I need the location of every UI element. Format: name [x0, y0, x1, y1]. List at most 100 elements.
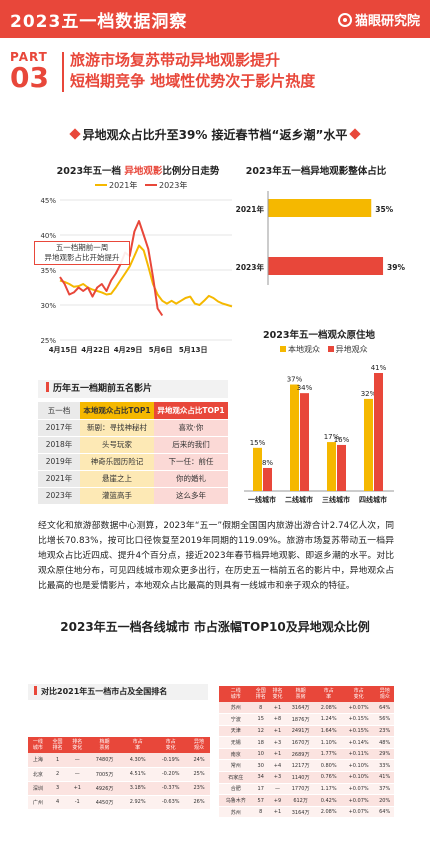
- table-cell: 0.80%: [315, 759, 342, 773]
- table-cell: 灌篮高手: [80, 487, 154, 505]
- tier2-city-table: 二线 城市 全国 排名 排名 变化 档期 票房 市占 率市占 变化 异地 观众 苏州 8 +1…: [219, 686, 394, 819]
- table-cell: 3164万: [285, 806, 316, 819]
- table-row: 乌鲁木齐 57 +9 612万 0.42% +0.07% 20%: [219, 794, 394, 807]
- table-cell: 下一任：前任: [154, 453, 228, 471]
- diamond-icon: [349, 128, 362, 140]
- table-cell: 喜欢·你: [154, 419, 228, 437]
- overall-bar-title: 2023年五一档异地观影整体占比: [245, 166, 387, 177]
- table-cell: 2019年: [38, 453, 80, 471]
- table-cell: 1140万: [285, 771, 316, 784]
- table-cell: 24%: [188, 753, 210, 768]
- table-header-row: 二线 城市 全国 排名 排名 变化 档期 票房 市占 率市占 变化 异地 观众: [219, 686, 394, 702]
- table-row: 石家庄 34 +3 1140万 0.76% +0.10% 41%: [219, 771, 394, 784]
- table-cell: 20%: [375, 794, 394, 807]
- category-label: 一线城市: [248, 495, 276, 504]
- table-cell: 苏州: [219, 702, 253, 715]
- table-cell: 4926万: [87, 781, 122, 796]
- body-paragraph: 经文化和旅游部数据中心测算，2023年“五一”假期全国国内旅游出游合计2.74亿…: [38, 521, 394, 591]
- table-cell: 64%: [375, 806, 394, 819]
- table-cell: -0.19%: [153, 753, 189, 768]
- table-cell: 2017年: [38, 419, 80, 437]
- data-label: 32%: [361, 390, 377, 398]
- table-header-cell: 档期 票房: [87, 737, 122, 753]
- data-label: 41%: [371, 364, 387, 372]
- line-chart-title: 2023年五一档 异地观影比例分日走势: [56, 166, 220, 177]
- table-header-cell: 市占 变化: [153, 737, 189, 753]
- line-chart: 45% 40% 35% 30% 25%4月15日 4月22日 4月29日 5月6日 5月13日: [40, 197, 233, 354]
- table-row: 2017年 新剧：寻找神秘村 喜欢·你: [38, 419, 228, 437]
- table-cell: 头号玩家: [80, 436, 154, 454]
- table-cell: 深圳: [28, 781, 48, 796]
- overall-bar-chart: 2021年 35% 2023年 39%: [236, 191, 405, 285]
- table-cell: 宁波: [219, 713, 253, 726]
- legend-label-2021: 2021年: [109, 181, 138, 190]
- table-cell: +1: [67, 781, 88, 796]
- table-cell: —: [269, 783, 286, 796]
- table-cell: 新剧：寻找神秘村: [80, 419, 154, 437]
- bar: [253, 447, 262, 491]
- table-cell: 这么多年: [154, 487, 228, 505]
- table-cell: 56%: [375, 713, 394, 726]
- table-cell: +4: [269, 759, 286, 773]
- table-cell: 合肥: [219, 783, 253, 796]
- table-cell: 41%: [375, 771, 394, 784]
- table-cell: 1670万: [285, 736, 316, 749]
- table-row: 广州 4 -1 4450万 2.92% -0.63% 26%: [28, 795, 210, 810]
- table-cell: 29%: [375, 748, 394, 761]
- table-cell: —: [67, 767, 88, 782]
- table-header-cell: 异地 观众: [375, 686, 394, 702]
- x-tick-label: 5月6日: [149, 346, 173, 354]
- category-label: 三线城市: [322, 495, 350, 504]
- table-cell: 1.10%: [315, 736, 342, 749]
- bar: [374, 373, 383, 491]
- table-header-row: 一线 城市 全国 排名 排名 变化 档期 票房 市占 率市占 变化 异地 观众: [28, 737, 210, 753]
- table-cell: +8: [269, 713, 286, 726]
- brand-logo: 猫眼研究院: [337, 10, 420, 29]
- legend-swatch: [327, 346, 334, 352]
- category-label: 2021年: [236, 204, 264, 214]
- table-cell: 3: [47, 781, 68, 796]
- table-cell: 后来的我们: [154, 436, 228, 454]
- table-header-cell: 档期 票房: [285, 686, 316, 702]
- table-cell: +0.14%: [341, 736, 376, 749]
- part-marker: PART 03: [10, 50, 60, 92]
- category-label: 二线城市: [285, 495, 313, 504]
- table-cell: 1.77%: [315, 748, 342, 761]
- legend-label-2023: 2023年: [159, 181, 188, 190]
- table-row: 2018年 头号玩家 后来的我们: [38, 436, 228, 454]
- table-row: 苏州 8 +1 3164万 2.08% +0.07% 64%: [219, 806, 394, 819]
- table-cell: 2491万: [285, 725, 316, 738]
- part-label: PART: [10, 50, 48, 64]
- section-headline: 旅游市场复苏带动异地观影提升 短档期竞争 地域性优势次于影片热度: [70, 50, 315, 92]
- table-cell: +1: [269, 725, 286, 738]
- legend-swatch: [280, 346, 286, 352]
- table-cell: +0.07%: [341, 794, 376, 807]
- table-cell: —: [67, 753, 88, 768]
- top5-table: 五一档 本地观众占比TOP1 异地观众占比TOP1 2017年 新剧：寻找神秘村喜…: [38, 402, 228, 505]
- category-label: 2023年: [236, 262, 264, 272]
- table-cell: 30: [252, 759, 270, 773]
- table-cell: 23%: [375, 725, 394, 738]
- table-cell: +0.07%: [341, 783, 376, 796]
- table-header-cell: 异地观众占比TOP1: [154, 402, 228, 420]
- table-row: 北京 2—7005万 4.51% -0.20% 25%: [28, 767, 210, 782]
- table-row: 无锡 18 +3 1670万 1.10% +0.14% 48%: [219, 736, 394, 749]
- bar: [337, 444, 346, 491]
- table-cell: 34: [252, 771, 270, 784]
- origin-bar-chart: 15% 8% 一线城市 37%34% 二线城市 17%16% 三线城市 32% 41% 四线城市: [244, 364, 394, 504]
- table-cell: 1.17%: [315, 783, 342, 796]
- table-cell: -0.37%: [153, 781, 189, 796]
- y-tick-label: 30%: [40, 302, 56, 310]
- table-cell: +0.15%: [341, 713, 376, 726]
- line-chart-legend: 2021年 2023年: [95, 180, 187, 191]
- x-tick-label: 4月22日: [81, 346, 110, 354]
- table-row: 合肥 17—1770万 1.17% +0.07% 37%: [219, 783, 394, 796]
- series-line-2023年: [59, 220, 164, 317]
- table-cell: +0.11%: [341, 748, 376, 761]
- table-cell: -0.20%: [153, 767, 189, 782]
- table-row: 2019年 神奇乐园历险记 下一任：前任: [38, 453, 228, 471]
- part-number: 03: [10, 61, 49, 94]
- section1-title-text: 异地观众占比升至39% 接近春节档“返乡潮”水平: [82, 128, 348, 142]
- table-cell: 8: [252, 702, 270, 715]
- bar: [268, 199, 372, 217]
